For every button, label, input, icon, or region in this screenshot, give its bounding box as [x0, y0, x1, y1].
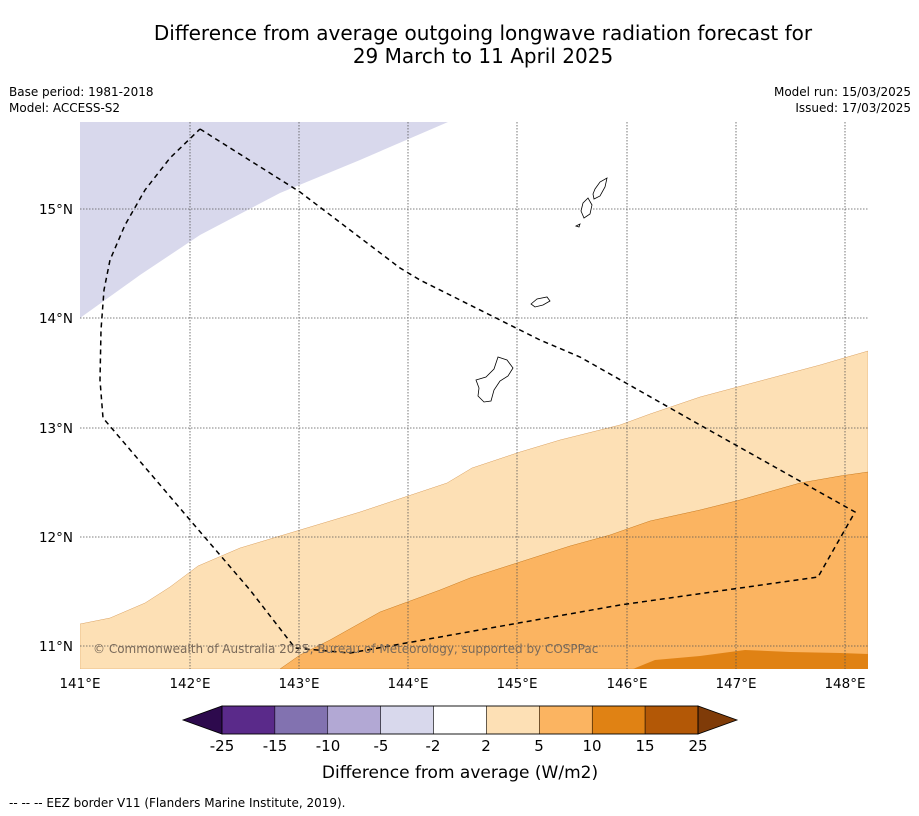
lat-label: 13°N [39, 421, 73, 437]
lon-label: 145°E [496, 676, 537, 692]
islands [475, 177, 608, 403]
colorbar-bin [486, 705, 540, 735]
colorbar-bin [221, 705, 276, 735]
lon-label: 144°E [387, 676, 428, 692]
island-aguijan [574, 223, 581, 228]
island-tinian [580, 197, 593, 219]
colorbar-label: 25 [688, 737, 707, 755]
meta-right: Model run: 15/03/2025 Issued: 17/03/2025 [774, 84, 911, 116]
colorbar-label: -5 [374, 737, 389, 755]
base-period: Base period: 1981-2018 [9, 85, 154, 99]
contour-10-to-15 [633, 650, 868, 669]
colorbar-label: 15 [635, 737, 654, 755]
colorbar-label: -2 [426, 737, 441, 755]
colorbar-bin [644, 705, 699, 735]
title-line-2: 29 March to 11 April 2025 [352, 44, 614, 68]
island-guam [475, 356, 514, 403]
lat-label: 15°N [39, 202, 73, 218]
model-run: Model run: 15/03/2025 [773, 85, 911, 99]
lon-label: 141°E [59, 676, 100, 692]
colorbar-bin [274, 705, 329, 735]
lon-label: 143°E [278, 676, 319, 692]
colorbar-bin [591, 705, 646, 735]
island-rota [530, 296, 551, 308]
lon-tick-labels: 141°E 142°E 143°E 144°E 145°E 146°E 147°… [59, 676, 865, 692]
title-line-1: Difference from average outgoing longwav… [153, 21, 813, 45]
copyright-text: © Commonwealth of Australia 2025, Bureau… [93, 642, 598, 656]
lat-label: 12°N [39, 530, 73, 546]
colorbar-label: -25 [210, 737, 235, 755]
lat-tick-labels: 15°N 14°N 13°N 12°N 11°N [39, 202, 73, 655]
colorbar-bin [327, 705, 381, 735]
map-area: © Commonwealth of Australia 2025, Bureau… [80, 122, 868, 669]
colorbar-labels: -25 -15 -10 -5 -2 2 5 10 15 25 [210, 737, 708, 755]
colorbar-bin [539, 705, 593, 735]
island-saipan [592, 177, 608, 200]
contour-5-to-10 [279, 471, 868, 669]
lon-label: 146°E [606, 676, 647, 692]
model-name: Model: ACCESS-S2 [9, 101, 121, 115]
lon-label: 142°E [169, 676, 210, 692]
eez-border [99, 128, 857, 654]
colorbar-frame [221, 705, 699, 735]
lon-label: 147°E [715, 676, 756, 692]
chart-title: Difference from average outgoing longwav… [0, 22, 919, 68]
colorbar-under-arrow [181, 705, 223, 735]
lon-label: 148°E [824, 676, 865, 692]
colorbar-label: -10 [316, 737, 341, 755]
colorbar-label: -15 [263, 737, 288, 755]
colorbar-title: Difference from average (W/m2) [322, 763, 598, 783]
colorbar-over-arrow [697, 705, 739, 735]
lat-label: 14°N [39, 311, 73, 327]
colorbar-bin [380, 705, 434, 735]
meta-left: Base period: 1981-2018 Model: ACCESS-S2 [9, 84, 154, 116]
colorbar-bins [221, 705, 699, 735]
contour-minus5-to-minus2 [80, 122, 448, 318]
colorbar-label: 2 [481, 737, 491, 755]
colorbar: -25 -15 -10 -5 -2 2 5 10 15 25 Differenc… [181, 705, 739, 783]
issued-date: Issued: 17/03/2025 [795, 101, 911, 115]
footer-note: -- -- -- EEZ border V11 (Flanders Marine… [9, 796, 346, 810]
colorbar-label: 10 [582, 737, 601, 755]
colorbar-bin [433, 705, 487, 735]
lat-label: 11°N [39, 639, 73, 655]
colorbar-label: 5 [534, 737, 544, 755]
grid-lines [80, 122, 868, 669]
